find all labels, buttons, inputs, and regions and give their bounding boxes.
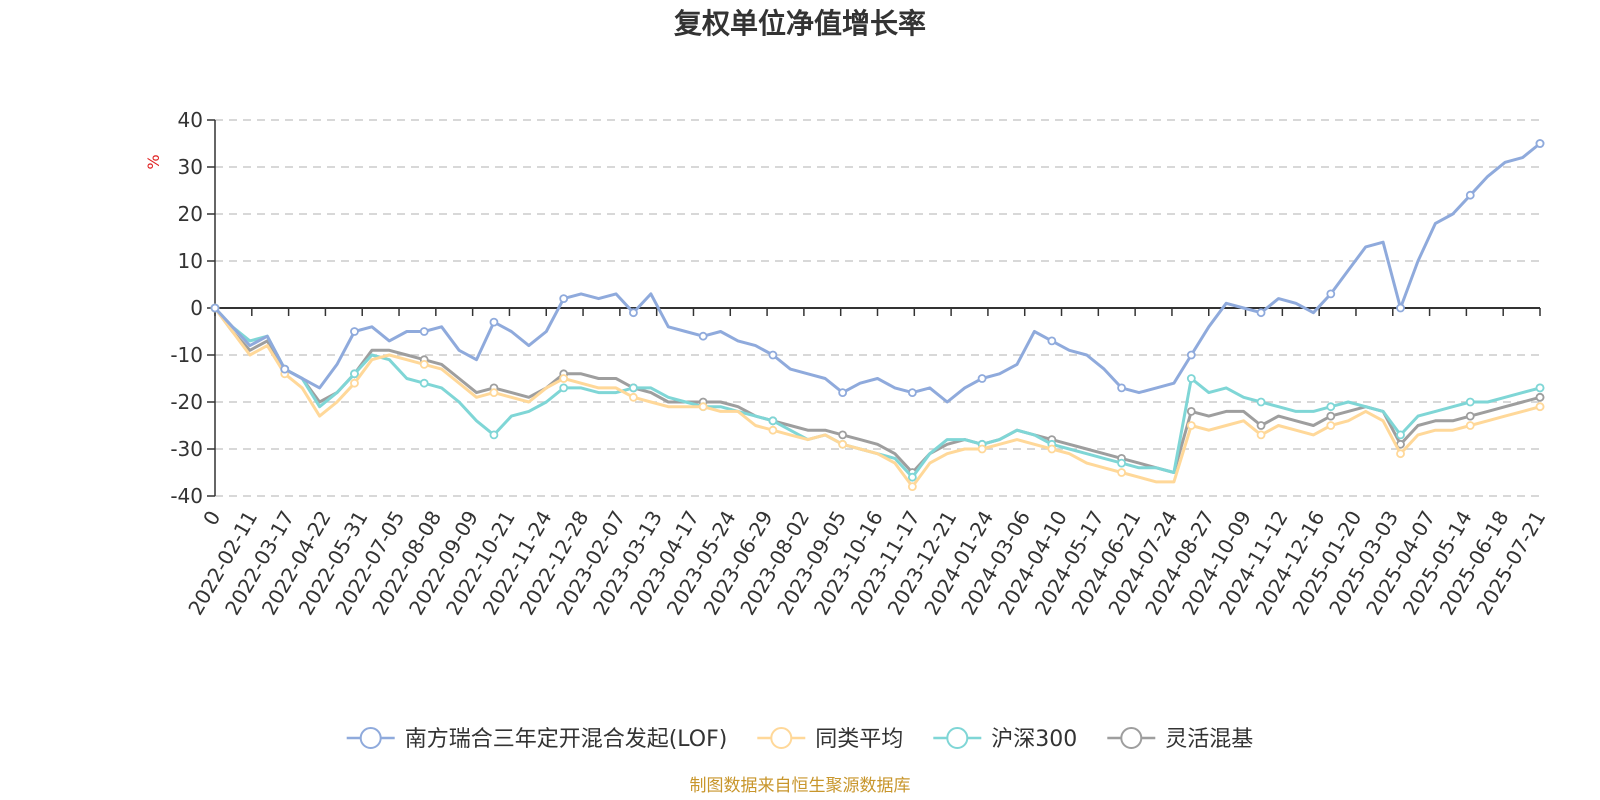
y-tick-label: 10 bbox=[178, 249, 203, 273]
source-note: 制图数据来自恒生聚源数据库 bbox=[690, 776, 911, 796]
grid-lines bbox=[215, 119, 1540, 497]
series-point bbox=[629, 383, 638, 393]
series-point bbox=[1186, 421, 1196, 430]
series-point bbox=[698, 331, 708, 341]
series-point bbox=[977, 444, 987, 454]
y-tick-label: 0 bbox=[190, 296, 203, 320]
y-tick-label: -40 bbox=[170, 484, 203, 508]
series-point bbox=[1186, 406, 1196, 416]
series-point bbox=[768, 416, 778, 426]
x-tick-label: 0 bbox=[198, 507, 225, 530]
series-point bbox=[1186, 350, 1196, 360]
legend-item[interactable]: 南方瑞合三年定开混合发起(LOF) bbox=[346, 727, 728, 752]
series-point bbox=[838, 439, 848, 449]
series-point bbox=[1465, 190, 1475, 200]
legend-label: 南方瑞合三年定开混合发起(LOF) bbox=[405, 727, 728, 752]
legend-circle-icon bbox=[359, 727, 382, 749]
chart-title: 复权单位净值增长率 bbox=[674, 7, 926, 40]
series-point bbox=[1047, 444, 1057, 454]
series-line bbox=[213, 142, 1541, 404]
series-point bbox=[559, 294, 569, 304]
legend: 南方瑞合三年定开混合发起(LOF) 同类平均 沪深300 灵活混基 bbox=[346, 727, 1253, 752]
series-point bbox=[1535, 139, 1545, 148]
legend-item[interactable]: 沪深300 bbox=[933, 727, 1077, 752]
series-line bbox=[213, 306, 1541, 479]
series-point bbox=[280, 364, 290, 374]
series-point bbox=[1256, 421, 1266, 430]
series-point bbox=[768, 425, 778, 435]
legend-circle-icon bbox=[1120, 727, 1143, 749]
series-lines bbox=[210, 139, 1545, 492]
series-point bbox=[419, 327, 429, 336]
series-point bbox=[350, 369, 359, 379]
axes: 403020100-10-20-30-4002022-02-112022-03-… bbox=[170, 108, 1550, 619]
legend-label: 灵活混基 bbox=[1165, 727, 1253, 752]
y-tick-label: 30 bbox=[178, 155, 203, 179]
series-point bbox=[1256, 397, 1266, 407]
series-point bbox=[350, 327, 359, 336]
series-point bbox=[629, 308, 638, 318]
series-point bbox=[1396, 303, 1405, 313]
legend-label: 同类平均 bbox=[815, 727, 903, 752]
series-point bbox=[1326, 421, 1336, 430]
legend-label: 沪深300 bbox=[991, 727, 1077, 752]
series-line bbox=[213, 307, 1541, 474]
series-point bbox=[419, 378, 429, 388]
series-point bbox=[907, 388, 917, 398]
series-point bbox=[1396, 449, 1405, 459]
series-point bbox=[838, 430, 848, 440]
series-point bbox=[210, 303, 220, 313]
series-point bbox=[1326, 289, 1336, 299]
series-point bbox=[559, 374, 569, 383]
series-point bbox=[907, 482, 917, 492]
series-point bbox=[1326, 402, 1336, 412]
series-point bbox=[1465, 421, 1475, 430]
y-tick-label: 40 bbox=[178, 108, 203, 132]
series-point bbox=[1117, 383, 1126, 393]
series-point bbox=[629, 392, 638, 402]
y-tick-label: 20 bbox=[178, 202, 203, 226]
series-point bbox=[1186, 374, 1196, 383]
series-point bbox=[907, 472, 917, 482]
series-point bbox=[698, 402, 708, 412]
series-point bbox=[1465, 411, 1475, 421]
series-point bbox=[489, 430, 499, 440]
series-point bbox=[1535, 402, 1545, 412]
y-tick-label: -20 bbox=[170, 390, 203, 414]
legend-circle-icon bbox=[946, 727, 969, 749]
series-point bbox=[559, 383, 569, 393]
series-point bbox=[489, 317, 499, 327]
series-point bbox=[1396, 430, 1405, 440]
series-point bbox=[350, 378, 359, 388]
series-point bbox=[419, 359, 429, 369]
series-point bbox=[1117, 468, 1126, 477]
legend-circle-icon bbox=[770, 727, 793, 749]
series-point bbox=[1535, 383, 1545, 393]
series-point bbox=[838, 388, 848, 398]
series-point bbox=[489, 388, 499, 398]
series-point bbox=[1465, 397, 1475, 407]
series-point bbox=[1256, 308, 1266, 318]
series-point bbox=[977, 374, 987, 383]
series-line bbox=[213, 307, 1541, 489]
legend-item[interactable]: 灵活混基 bbox=[1107, 727, 1253, 752]
y-tick-label: -10 bbox=[170, 343, 203, 367]
series-point bbox=[768, 350, 778, 360]
series-point bbox=[1047, 336, 1057, 346]
y-axis-unit-label: % bbox=[144, 154, 163, 169]
series-point bbox=[1326, 411, 1336, 421]
series-point bbox=[1117, 458, 1126, 468]
legend-item[interactable]: 同类平均 bbox=[757, 727, 903, 752]
series-point bbox=[1256, 430, 1266, 440]
y-tick-label: -30 bbox=[170, 437, 203, 461]
series-point bbox=[1535, 392, 1545, 402]
